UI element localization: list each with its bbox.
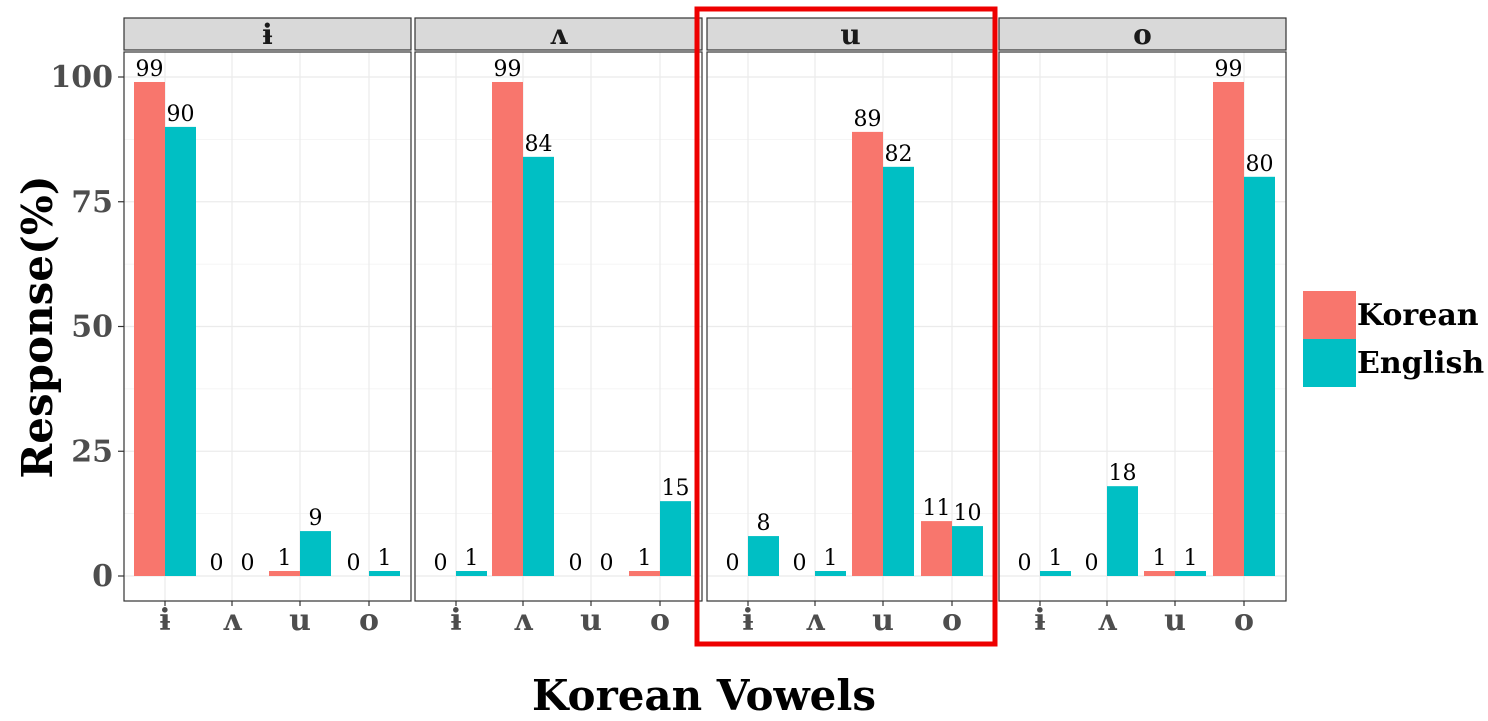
- bar-english: [523, 156, 554, 576]
- bar-korean: [492, 81, 523, 577]
- data-label: 0: [1018, 551, 1032, 576]
- data-label: 84: [525, 132, 553, 157]
- data-label: 0: [434, 551, 448, 576]
- data-label: 0: [600, 551, 614, 576]
- y-tick-label: 50: [71, 310, 113, 345]
- x-tick-label: o: [650, 603, 670, 638]
- data-label: 90: [167, 102, 195, 127]
- panel-title: u: [840, 18, 860, 51]
- x-tick-label: ɨ: [159, 603, 170, 638]
- bar-korean: [134, 81, 165, 577]
- data-label: 11: [923, 496, 951, 521]
- legend-label: Korean: [1357, 298, 1479, 333]
- bar-english: [300, 531, 331, 576]
- data-label: 8: [757, 511, 771, 536]
- data-label: 99: [136, 57, 164, 82]
- panel-strip: [998, 17, 1287, 51]
- bar-english: [369, 571, 400, 576]
- data-label: 0: [241, 551, 255, 576]
- x-tick-label: u: [580, 603, 602, 638]
- data-label: 1: [1049, 546, 1063, 571]
- panel-title: ɨ: [262, 18, 273, 51]
- x-tick-label: u: [1164, 603, 1186, 638]
- x-tick-label: o: [359, 603, 379, 638]
- bar-english: [165, 126, 196, 577]
- panel-strip: [123, 17, 412, 51]
- y-tick-label: 25: [71, 434, 113, 469]
- bar-english: [456, 571, 487, 576]
- data-label: 1: [1153, 546, 1167, 571]
- data-label: 80: [1246, 152, 1274, 177]
- data-label: 0: [793, 551, 807, 576]
- x-tick-label: o: [942, 603, 962, 638]
- panel-border: [123, 51, 412, 602]
- bar-english: [1040, 571, 1071, 576]
- data-label: 1: [1184, 546, 1198, 571]
- bar-korean: [852, 131, 883, 576]
- bar-english: [660, 501, 691, 576]
- x-axis-title: Korean Vowels: [532, 671, 876, 716]
- data-label: 0: [569, 551, 583, 576]
- x-tick-label: ɨ: [742, 603, 753, 638]
- data-label: 1: [824, 546, 838, 571]
- panel-border: [414, 51, 703, 602]
- x-tick-label: ɨ: [450, 603, 461, 638]
- bar-english: [815, 571, 846, 576]
- data-label: 0: [347, 551, 361, 576]
- x-tick-label: ʌ: [513, 603, 533, 638]
- data-label: 89: [854, 107, 882, 132]
- bar-english: [1175, 571, 1206, 576]
- y-tick-label: 75: [71, 185, 113, 220]
- bar-korean: [629, 571, 660, 576]
- data-label: 15: [662, 476, 690, 501]
- bar-korean: [1213, 81, 1244, 577]
- x-tick-label: ʌ: [805, 603, 825, 638]
- y-tick-label: 0: [92, 559, 113, 594]
- data-label: 0: [726, 551, 740, 576]
- data-label: 0: [1085, 551, 1099, 576]
- x-tick-label: ʌ: [1097, 603, 1117, 638]
- x-tick-label: u: [872, 603, 894, 638]
- data-label: 0: [210, 551, 224, 576]
- legend-key-korean: [1303, 291, 1356, 339]
- panel-strip: [706, 17, 995, 51]
- panel-strip: [414, 17, 703, 51]
- highlight-box: [694, 6, 998, 647]
- y-axis-title: Response(%): [13, 175, 62, 478]
- x-tick-label: u: [289, 603, 311, 638]
- bar-english: [748, 536, 779, 576]
- data-label: 18: [1109, 461, 1137, 486]
- data-label: 9: [309, 506, 323, 531]
- panel-title: ʌ: [550, 18, 569, 51]
- bar-korean: [1144, 571, 1175, 576]
- data-label: 1: [278, 546, 292, 571]
- bar-korean: [921, 521, 952, 576]
- bar-korean: [269, 571, 300, 576]
- x-tick-label: o: [1234, 603, 1254, 638]
- data-label: 99: [494, 57, 522, 82]
- data-label: 82: [885, 142, 913, 167]
- y-tick-label: 100: [50, 60, 113, 95]
- panel-title: o: [1133, 18, 1152, 51]
- panel-border: [998, 51, 1287, 602]
- x-tick-label: ʌ: [222, 603, 242, 638]
- data-label: 1: [378, 546, 392, 571]
- bar-english: [1107, 486, 1138, 576]
- bar-english: [1244, 176, 1275, 577]
- x-tick-label: ɨ: [1034, 603, 1045, 638]
- data-label: 1: [465, 546, 479, 571]
- data-label: 1: [638, 546, 652, 571]
- legend-key-english: [1303, 339, 1356, 387]
- bar-english: [952, 526, 983, 576]
- legend-label: English: [1357, 346, 1484, 381]
- data-label: 99: [1215, 57, 1243, 82]
- data-label: 10: [954, 501, 982, 526]
- bar-english: [883, 166, 914, 576]
